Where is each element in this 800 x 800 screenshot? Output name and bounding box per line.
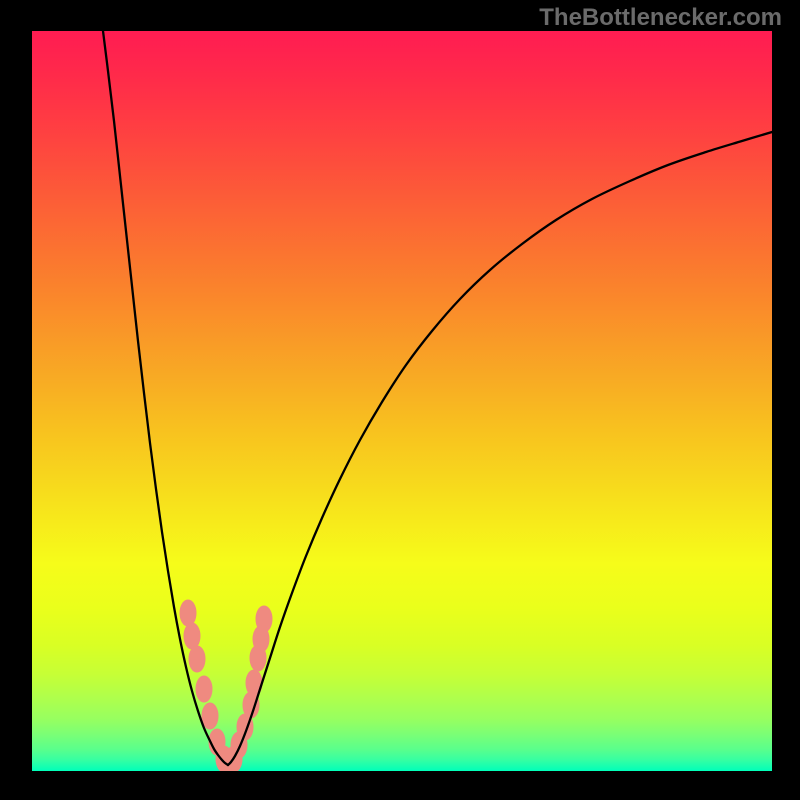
- data-marker: [189, 646, 205, 672]
- curve-overlay: [32, 31, 772, 771]
- data-marker: [202, 703, 218, 729]
- data-marker: [196, 676, 212, 702]
- curve-left-branch: [103, 31, 228, 765]
- data-marker: [184, 623, 200, 649]
- watermark-text: TheBottlenecker.com: [539, 4, 782, 32]
- data-marker: [256, 606, 272, 632]
- chart-container: TheBottlenecker.com: [0, 0, 800, 800]
- plot-area: [32, 31, 772, 771]
- data-marker: [180, 600, 196, 626]
- curve-right-branch: [228, 132, 772, 765]
